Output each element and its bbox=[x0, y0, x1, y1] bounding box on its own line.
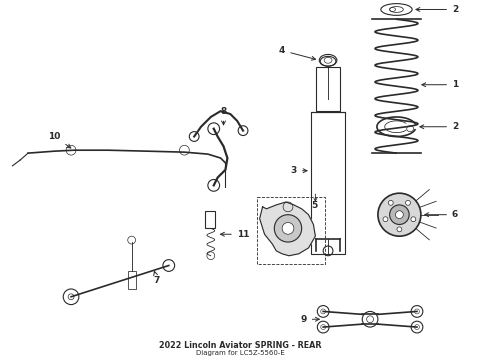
Circle shape bbox=[406, 201, 411, 205]
Text: 3: 3 bbox=[291, 166, 307, 175]
Bar bbox=[311, 112, 345, 254]
Circle shape bbox=[395, 211, 403, 219]
Text: 2022 Lincoln Aviator SPRING - REAR: 2022 Lincoln Aviator SPRING - REAR bbox=[159, 341, 321, 350]
Bar bbox=[257, 197, 325, 264]
Circle shape bbox=[282, 222, 294, 234]
Circle shape bbox=[389, 201, 393, 205]
Circle shape bbox=[383, 217, 388, 222]
Text: Diagram for LC5Z-5560-E: Diagram for LC5Z-5560-E bbox=[196, 350, 285, 356]
Text: 7: 7 bbox=[154, 271, 160, 285]
Text: 10: 10 bbox=[48, 132, 71, 148]
Bar bbox=[317, 67, 340, 111]
Text: 2: 2 bbox=[420, 122, 458, 131]
Text: 9: 9 bbox=[300, 315, 319, 324]
Bar bbox=[128, 271, 136, 289]
Circle shape bbox=[378, 193, 421, 236]
Polygon shape bbox=[260, 202, 316, 256]
Text: 2: 2 bbox=[416, 5, 458, 14]
Text: 6: 6 bbox=[425, 210, 458, 219]
Text: 11: 11 bbox=[220, 230, 249, 239]
Circle shape bbox=[411, 217, 416, 222]
Text: 1: 1 bbox=[422, 80, 458, 89]
Text: 8: 8 bbox=[220, 107, 227, 125]
Bar bbox=[205, 211, 215, 228]
Circle shape bbox=[390, 205, 409, 225]
Text: 5: 5 bbox=[311, 201, 318, 210]
Circle shape bbox=[274, 215, 302, 242]
Text: 4: 4 bbox=[279, 46, 316, 60]
Circle shape bbox=[397, 227, 402, 232]
